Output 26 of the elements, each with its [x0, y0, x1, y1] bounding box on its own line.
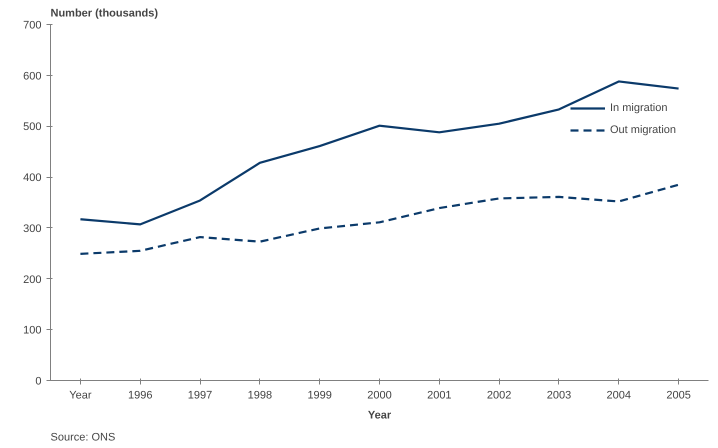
x-tick-label: 2005 [666, 390, 691, 402]
legend-label: Out migration [610, 124, 676, 136]
x-axis-title: Year [368, 410, 392, 422]
x-tick-label: 2002 [486, 390, 512, 402]
y-tick-label: 700 [23, 20, 42, 32]
legend-label: In migration [610, 102, 668, 114]
x-tick-label: 2004 [606, 390, 632, 402]
line-series [79, 80, 680, 226]
y-tick-label: 500 [23, 121, 42, 134]
y-tick-label: 0 [35, 376, 42, 388]
source-note: Source: ONS [50, 432, 116, 444]
x-tick-label: 1996 [128, 390, 152, 402]
x-tick-label: 1998 [248, 390, 272, 402]
x-tick-label: Year [69, 390, 92, 402]
y-tick-label: 100 [23, 324, 42, 337]
y-tick-label: 200 [23, 274, 42, 286]
x-tick-label: 1997 [188, 390, 212, 402]
y-tick-label: 600 [23, 70, 42, 82]
line-series [79, 184, 680, 255]
x-tick-label: 2001 [427, 390, 452, 402]
x-tick-label: 2000 [367, 390, 392, 402]
x-tick-label: 2003 [546, 390, 572, 402]
y-tick-label: 400 [23, 172, 42, 184]
y-axis-title: Number (thousands) [50, 8, 158, 20]
y-tick-label: 300 [23, 222, 42, 235]
x-tick-label: 1999 [307, 390, 332, 402]
